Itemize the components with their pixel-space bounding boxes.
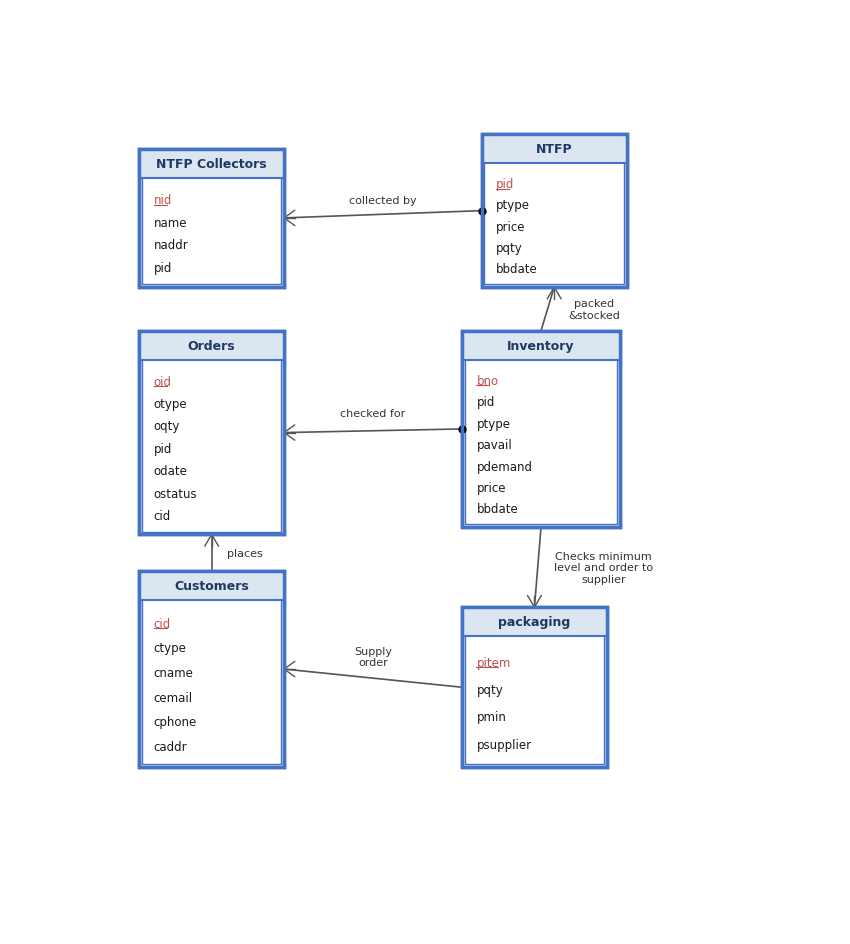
Bar [139,331,284,535]
Text: packaging: packaging [498,615,570,629]
Text: pitem: pitem [477,656,511,669]
Text: pavail: pavail [477,439,513,451]
Text: pid: pid [154,261,172,275]
Text: Inventory: Inventory [507,340,575,352]
Bar [482,135,626,288]
Text: collected by: collected by [349,195,416,206]
Bar [462,608,607,767]
Text: pqty: pqty [477,683,503,697]
Text: NTFP Collectors: NTFP Collectors [156,158,267,171]
Text: price: price [496,221,526,233]
Bar [142,153,281,285]
Text: Supply
order: Supply order [354,646,392,667]
Bar [484,138,624,285]
Text: nid: nid [154,194,172,207]
Text: ptype: ptype [496,199,530,212]
Text: pid: pid [496,177,514,191]
Text: Checks minimum
level and order to
supplier: Checks minimum level and order to suppli… [554,551,653,584]
Bar [139,150,284,288]
Text: cemail: cemail [154,691,193,704]
Bar [465,611,604,765]
Text: bbdate: bbdate [496,263,538,276]
Text: Orders: Orders [188,340,235,352]
Text: checked for: checked for [340,408,405,418]
Bar [139,571,284,767]
Bar [139,150,284,288]
Text: price: price [477,481,506,495]
Text: name: name [154,216,187,229]
Text: oid: oid [154,375,172,388]
Text: pdemand: pdemand [477,460,532,473]
Text: cid: cid [154,510,171,522]
Bar [142,574,281,765]
Text: cphone: cphone [154,716,197,729]
Text: pqty: pqty [496,242,523,255]
Bar [462,608,607,636]
Text: Customers: Customers [174,580,249,592]
Text: bbdate: bbdate [477,503,518,515]
Bar [462,331,620,528]
Text: ctype: ctype [154,642,186,655]
Text: psupplier: psupplier [477,738,531,750]
Bar [482,135,626,164]
Bar [139,571,284,600]
Bar [139,150,284,178]
Bar [139,331,284,535]
Bar [462,608,607,767]
Text: pid: pid [477,396,495,409]
Text: bno: bno [477,374,499,387]
Text: odate: odate [154,464,188,478]
Text: caddr: caddr [154,740,187,753]
Text: oqty: oqty [154,420,180,433]
Text: naddr: naddr [154,239,189,252]
Text: pid: pid [154,443,172,455]
Bar [462,331,620,361]
Text: ostatus: ostatus [154,487,197,500]
Text: cid: cid [154,617,171,631]
Text: NTFP: NTFP [536,143,573,156]
Text: packed
&stocked: packed &stocked [568,298,620,320]
Text: cname: cname [154,666,194,680]
Bar [465,334,617,525]
Bar [462,331,620,528]
Bar [482,135,626,288]
Text: pmin: pmin [477,711,507,723]
Text: otype: otype [154,397,187,411]
Text: places: places [227,548,263,558]
Text: ptype: ptype [477,417,511,430]
Bar [139,571,284,767]
Bar [139,331,284,361]
Bar [142,334,281,532]
